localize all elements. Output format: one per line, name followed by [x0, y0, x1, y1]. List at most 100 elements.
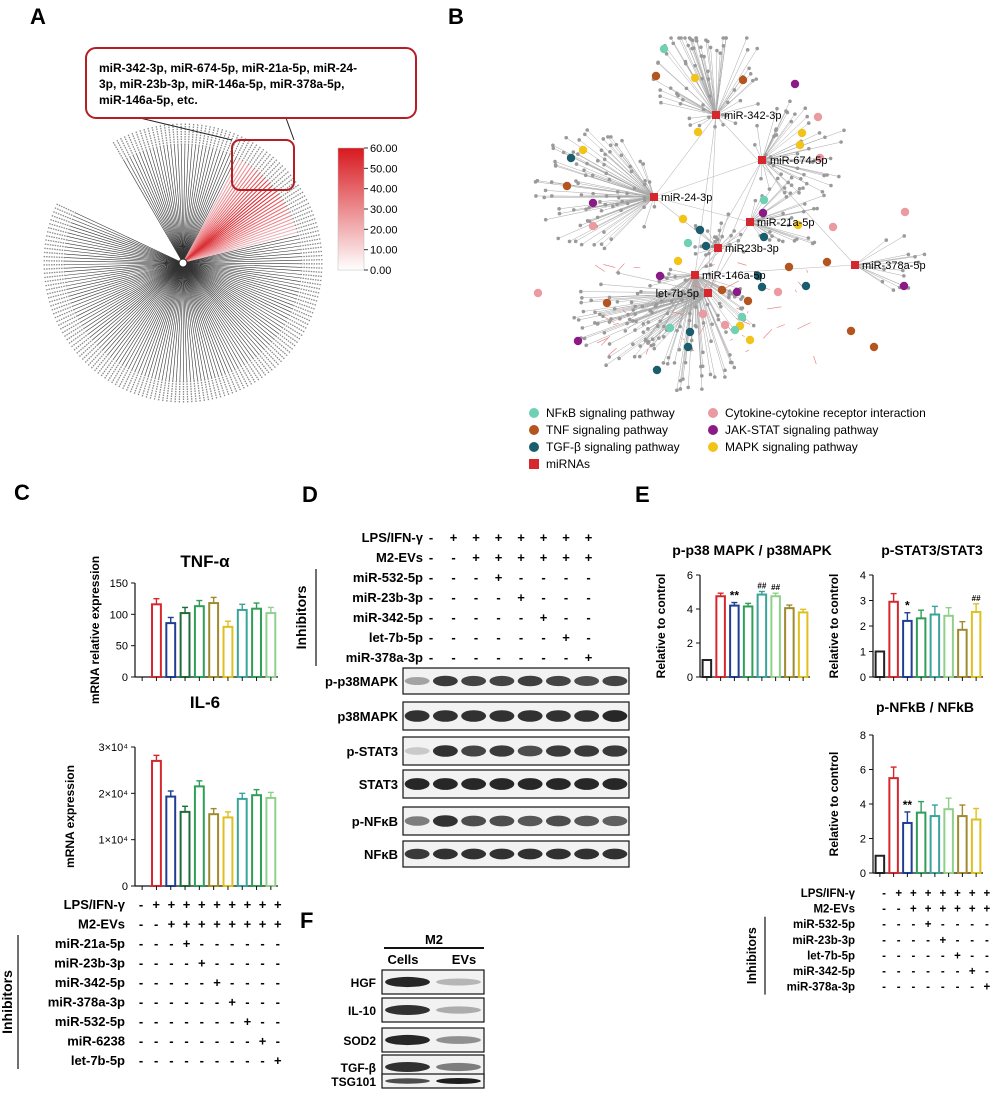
blot-d-band: [433, 849, 458, 860]
gene-node: [577, 138, 581, 142]
gene-node: [584, 344, 588, 348]
bar: [785, 608, 794, 677]
legend-label: Cytokine-cytokine receptor interaction: [725, 406, 926, 420]
condition-sign: +: [585, 530, 593, 545]
mirna-node: [650, 193, 658, 201]
leaf-label-mark: [44, 248, 66, 250]
leaf-label-mark: [220, 130, 227, 151]
gene-node: [579, 224, 583, 228]
dendrogram-branch: [67, 240, 183, 263]
gene-node: [837, 175, 841, 179]
gene-node: [608, 342, 612, 346]
condition-sign: -: [276, 995, 280, 1010]
gene-node: [587, 206, 591, 210]
pathway-node: [563, 182, 571, 190]
network-edge: [763, 329, 772, 338]
condition-sign: -: [956, 982, 960, 994]
leaf-label-mark: [191, 381, 192, 403]
condition-sign: +: [274, 897, 282, 912]
condition-label: miR-6238: [67, 1034, 125, 1049]
gene-node: [724, 36, 728, 40]
leaf-label-mark: [293, 305, 314, 313]
gene-node: [688, 117, 692, 121]
gene-node: [636, 292, 640, 296]
condition-sign: -: [154, 936, 158, 951]
gene-node: [584, 173, 588, 177]
gene-node: [591, 174, 595, 178]
gene-node: [707, 252, 711, 256]
leaf-label-mark: [171, 381, 173, 403]
condition-sign: -: [897, 950, 901, 962]
network-edge: [578, 154, 654, 197]
pathway-node: [666, 324, 674, 332]
condition-sign: -: [564, 650, 568, 665]
gene-node: [756, 102, 760, 106]
condition-sign: -: [260, 1053, 264, 1068]
condition-sign: +: [562, 630, 570, 645]
pathway-node: [814, 113, 822, 121]
mirna-label: miR-342-3p: [724, 110, 781, 122]
gene-node: [739, 99, 743, 103]
condition-sign: +: [259, 1034, 267, 1049]
panel-e-conditions: LPS/IFN-γ-+++++++M2-EVs--++++++miR-532-5…: [745, 888, 991, 995]
gene-node: [770, 234, 774, 238]
legend-label: miRNAs: [546, 457, 590, 471]
gene-node: [737, 239, 741, 243]
legend-label: JAK-STAT signaling pathway: [725, 423, 878, 437]
pathway-node: [674, 257, 682, 265]
y-tick-label: 1×10⁴: [98, 835, 128, 847]
gene-node: [713, 125, 717, 129]
condition-sign: -: [215, 995, 219, 1010]
blot-d-band: [405, 710, 430, 722]
y-tick-label: 4: [687, 604, 693, 616]
gene-node: [803, 202, 807, 206]
leaf-label-mark: [292, 309, 312, 317]
leaf-label-mark: [128, 134, 137, 154]
gene-node: [675, 389, 679, 393]
condition-sign: -: [519, 630, 523, 645]
gene-node: [633, 328, 637, 332]
blot-d-band: [574, 676, 599, 686]
condition-sign: +: [562, 530, 570, 545]
gene-node: [699, 365, 703, 369]
gene-node: [693, 64, 697, 68]
condition-sign: -: [586, 610, 590, 625]
condition-sign: -: [541, 590, 545, 605]
gene-node: [815, 207, 819, 211]
gene-node: [572, 316, 576, 320]
gene-node: [781, 212, 785, 216]
gene-node: [666, 362, 670, 366]
gene-node: [677, 36, 681, 40]
blot-d-band: [461, 745, 486, 756]
leaf-label-mark: [120, 138, 130, 158]
leaf-label-mark: [169, 124, 171, 146]
condition-sign: +: [198, 956, 206, 971]
blot-d-band: [489, 816, 514, 827]
mirna-label: miR-21a-5p: [757, 217, 814, 229]
gene-node: [572, 208, 576, 212]
gene-node: [626, 202, 630, 206]
leaf-label-mark: [140, 130, 147, 151]
blot-label: STAT3: [359, 777, 398, 792]
leaf-label-mark: [51, 303, 72, 310]
chart-title: p-STAT3/STAT3: [881, 542, 983, 558]
condition-sign: -: [245, 936, 249, 951]
gene-node: [704, 264, 708, 268]
pathway-node: [534, 289, 542, 297]
gene-node: [821, 190, 825, 194]
gene-node: [592, 243, 596, 247]
gene-node: [534, 180, 538, 184]
gene-node: [580, 296, 584, 300]
gene-node: [706, 303, 710, 307]
condition-sign: +: [259, 897, 267, 912]
bar: [266, 798, 275, 886]
blot-f-band: [436, 1006, 481, 1013]
condition-sign: +: [925, 904, 932, 916]
condition-sign: -: [260, 956, 264, 971]
condition-sign: +: [450, 530, 458, 545]
condition-sign: +: [244, 1014, 252, 1029]
blot-d-band: [546, 778, 571, 790]
mirna-label: miR-24-3p: [661, 192, 712, 204]
